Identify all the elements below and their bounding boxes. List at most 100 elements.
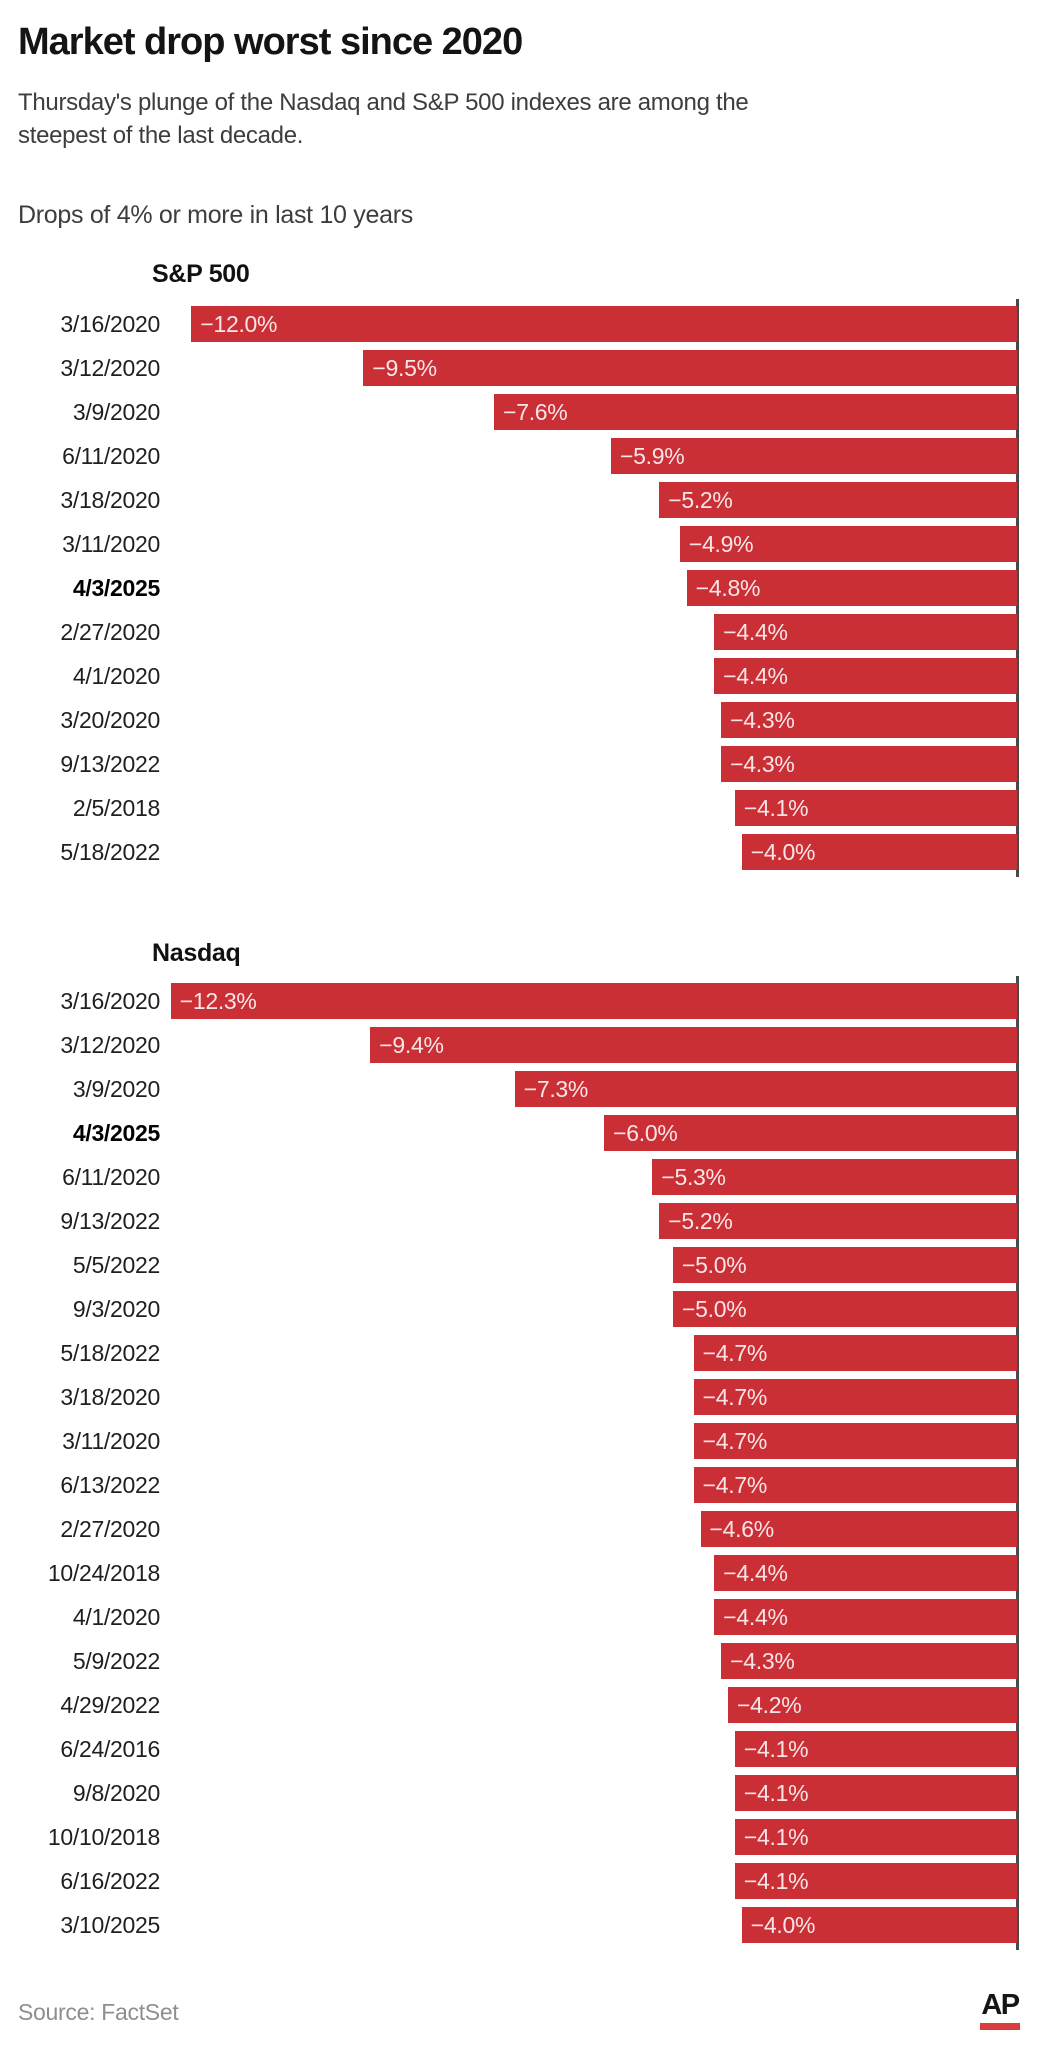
- row-date-label: 6/16/2022: [60, 1867, 160, 1894]
- bar-value-label: −9.4%: [379, 1031, 444, 1058]
- bar: −4.1%: [734, 790, 1017, 826]
- row-date-label: 9/13/2022: [60, 1207, 160, 1234]
- row-date-label: 3/18/2020: [60, 1383, 160, 1410]
- chart-row: 4/1/2020 −4.4%: [0, 1595, 1039, 1639]
- bar: −4.2%: [728, 1687, 1017, 1723]
- bar-value-label: −4.4%: [723, 1603, 788, 1630]
- chart-row: 3/10/2025 −4.0%: [0, 1903, 1039, 1947]
- chart-row: 4/3/2025 −6.0%: [0, 1111, 1039, 1155]
- bar-track: −4.3%: [170, 1643, 1017, 1679]
- bar-track: −12.3%: [170, 983, 1017, 1019]
- bar-value-label: −5.2%: [668, 1207, 733, 1234]
- bar-track: −5.0%: [170, 1247, 1017, 1283]
- bar-track: −4.1%: [170, 790, 1017, 826]
- bar: −4.9%: [679, 526, 1017, 562]
- bar-value-label: −4.3%: [730, 706, 795, 733]
- bar-track: −4.0%: [170, 1907, 1017, 1943]
- row-date-label: 9/13/2022: [60, 750, 160, 777]
- chart-row: 10/10/2018 −4.1%: [0, 1815, 1039, 1859]
- chart-row: 2/27/2020 −4.6%: [0, 1507, 1039, 1551]
- bar: −4.7%: [693, 1335, 1017, 1371]
- bar-value-label: −4.4%: [723, 618, 788, 645]
- graphic-subtitle: Thursday's plunge of the Nasdaq and S&P …: [18, 86, 1039, 152]
- chart-row: 3/18/2020 −5.2%: [0, 478, 1039, 522]
- bar-value-label: −5.3%: [661, 1163, 726, 1190]
- bar: −5.9%: [611, 438, 1017, 474]
- bar: −4.1%: [734, 1775, 1017, 1811]
- row-date-label: 6/13/2022: [60, 1471, 160, 1498]
- row-date-label: 3/11/2020: [62, 1427, 160, 1454]
- bar-track: −5.2%: [170, 482, 1017, 518]
- chart-row: 3/11/2020 −4.9%: [0, 522, 1039, 566]
- bar-value-label: −5.2%: [668, 486, 733, 513]
- bar-track: −5.2%: [170, 1203, 1017, 1239]
- chart-row: 3/9/2020 −7.6%: [0, 390, 1039, 434]
- bar-track: −5.3%: [170, 1159, 1017, 1195]
- bar-track: −7.3%: [170, 1071, 1017, 1107]
- bar-track: −4.3%: [170, 702, 1017, 738]
- row-date-label: 9/8/2020: [72, 1779, 160, 1806]
- bar-value-label: −12.3%: [179, 987, 257, 1014]
- chart-row: 5/18/2022 −4.7%: [0, 1331, 1039, 1375]
- bar: −4.6%: [700, 1511, 1017, 1547]
- bar-value-label: −4.3%: [730, 1647, 795, 1674]
- bar-value-label: −4.8%: [695, 574, 761, 601]
- row-date-label: 5/9/2022: [72, 1647, 160, 1674]
- bar-track: −4.0%: [170, 834, 1017, 870]
- bar-value-label: −4.7%: [702, 1427, 768, 1454]
- axis-line: [1016, 976, 1019, 1950]
- bar-value-label: −5.0%: [681, 1295, 747, 1322]
- row-date-label: 3/18/2020: [60, 486, 160, 513]
- bar: −4.8%: [686, 570, 1017, 606]
- bar-value-label: −4.7%: [702, 1471, 768, 1498]
- row-date-label: 3/9/2020: [72, 398, 160, 425]
- bar-track: −4.7%: [170, 1423, 1017, 1459]
- chart-row: 2/27/2020 −4.4%: [0, 610, 1039, 654]
- bar: −12.3%: [170, 983, 1017, 1019]
- bar-track: −4.1%: [170, 1731, 1017, 1767]
- bar: −4.7%: [693, 1379, 1017, 1415]
- bar-value-label: −7.3%: [523, 1075, 589, 1102]
- bar-value-label: −4.4%: [723, 662, 788, 689]
- bar-value-label: −4.0%: [750, 838, 816, 865]
- chart-row: 6/11/2020 −5.9%: [0, 434, 1039, 478]
- bar: −6.0%: [604, 1115, 1017, 1151]
- chart-row: 5/5/2022 −5.0%: [0, 1243, 1039, 1287]
- bar: −5.2%: [659, 482, 1017, 518]
- bar-track: −4.4%: [170, 1599, 1017, 1635]
- bar: −4.7%: [693, 1467, 1017, 1503]
- bar: −5.0%: [672, 1247, 1017, 1283]
- chart-rows: 3/16/2020 −12.3% 3/12/2020 −9.4% 3/9/2020 −7.…: [0, 976, 1039, 1950]
- bar-value-label: −7.6%: [503, 398, 568, 425]
- row-date-label: 3/12/2020: [60, 354, 160, 381]
- row-date-label: 5/5/2022: [72, 1251, 160, 1278]
- chart-row: 4/29/2022 −4.2%: [0, 1683, 1039, 1727]
- ap-logo-underline: [980, 2023, 1020, 2030]
- row-date-label: 2/5/2018: [72, 794, 160, 821]
- chart-row: 2/5/2018 −4.1%: [0, 786, 1039, 830]
- row-date-label: 10/10/2018: [47, 1823, 160, 1850]
- chart-row: 3/12/2020 −9.5%: [0, 346, 1039, 390]
- bar: −5.0%: [672, 1291, 1017, 1327]
- ap-logo-text: AP: [981, 1989, 1020, 2021]
- source-credit: Source: FactSet: [18, 1999, 179, 2025]
- bar-track: −4.6%: [170, 1511, 1017, 1547]
- bar: −4.1%: [734, 1731, 1017, 1767]
- row-date-label: 3/16/2020: [60, 987, 160, 1014]
- chart-row: 6/11/2020 −5.3%: [0, 1155, 1039, 1199]
- row-date-label: 2/27/2020: [60, 618, 160, 645]
- row-date-label: 2/27/2020: [60, 1515, 160, 1542]
- row-date-label: 10/24/2018: [47, 1559, 160, 1586]
- bar: −12.0%: [191, 306, 1017, 342]
- bar-track: −6.0%: [170, 1115, 1017, 1151]
- section-label: Drops of 4% or more in last 10 years: [18, 201, 413, 229]
- bar: −4.1%: [734, 1819, 1017, 1855]
- bar: −4.7%: [693, 1423, 1017, 1459]
- bar: −4.4%: [714, 1599, 1017, 1635]
- footer: Source: FactSet AP: [0, 1991, 1039, 2030]
- subtitle-line: steepest of the last decade.: [18, 122, 304, 149]
- bar: −4.4%: [714, 1555, 1017, 1591]
- chart-row: 9/13/2022 −4.3%: [0, 742, 1039, 786]
- bar-value-label: −4.6%: [709, 1515, 775, 1542]
- chart-row: 9/3/2020 −5.0%: [0, 1287, 1039, 1331]
